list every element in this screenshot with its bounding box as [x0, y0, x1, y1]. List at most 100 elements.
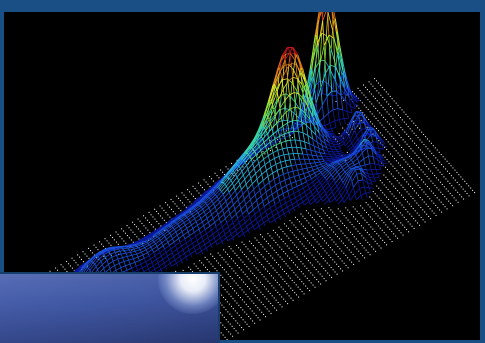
base-grid-dot [377, 110, 379, 112]
surface-wire [176, 234, 180, 239]
surface-wire [164, 245, 170, 250]
surface-wire [230, 230, 237, 235]
surface-wire [357, 152, 363, 159]
base-grid-dot [337, 208, 339, 210]
surface-wire [374, 129, 380, 138]
base-grid-dot [375, 117, 377, 119]
surface-wire [371, 148, 377, 155]
surface-wire [329, 65, 333, 92]
base-grid-dot [358, 250, 360, 252]
base-grid-dot [349, 231, 351, 233]
surface-wire [241, 183, 247, 190]
surface-wire [313, 145, 319, 149]
base-grid-dot [405, 209, 407, 211]
surface-wire [223, 176, 229, 184]
surface-wire [262, 176, 269, 181]
surface-wire [215, 182, 221, 188]
surface-wire [210, 244, 213, 249]
base-grid-dot [339, 210, 341, 212]
base-grid-dot [406, 181, 408, 183]
base-grid-dot [399, 144, 401, 146]
base-grid-dot [353, 263, 355, 265]
surface-wire [276, 205, 282, 210]
surface-wire [303, 171, 309, 174]
surface-wire [305, 82, 311, 97]
base-grid-dot [159, 205, 161, 207]
surface-wire [251, 154, 257, 161]
surface-wire [129, 244, 135, 247]
base-grid-dot [393, 205, 395, 207]
base-grid-dot [375, 203, 377, 205]
surface-wire [312, 95, 318, 101]
surface-wire [344, 184, 347, 189]
base-grid-dot [365, 106, 367, 108]
surface-wire [334, 78, 340, 88]
surface-wire [317, 165, 323, 169]
surface-wire [274, 216, 280, 221]
base-grid-dot [293, 224, 295, 226]
surface-wire [328, 194, 334, 201]
base-grid-dot [236, 264, 238, 266]
base-grid-dot [329, 274, 331, 276]
base-grid-dot [290, 240, 292, 242]
base-grid-dot [426, 176, 428, 178]
base-grid-dot [319, 225, 321, 227]
surface-wire [235, 158, 242, 165]
base-grid-dot [343, 252, 345, 254]
surface-wire [253, 184, 259, 190]
base-grid-dot [264, 296, 266, 298]
surface-wire [298, 60, 305, 74]
base-grid-dot [407, 221, 409, 223]
base-grid-dot [437, 179, 439, 181]
base-grid-dot [210, 263, 212, 265]
surface-wire [194, 228, 200, 233]
surface-wire [222, 188, 229, 195]
surface-wire [191, 224, 194, 229]
base-grid-dot [398, 172, 400, 174]
base-grid-dot [406, 133, 408, 135]
base-grid-dot [267, 290, 269, 292]
surface-wire [193, 204, 199, 210]
surface-wire [211, 210, 217, 215]
base-grid-dot [382, 154, 384, 156]
base-grid-dot [276, 281, 278, 283]
base-grid-dot [283, 260, 285, 262]
base-grid-dot [271, 247, 273, 249]
base-grid-dot [272, 277, 274, 279]
base-grid-dot [409, 213, 411, 215]
base-grid-dot [316, 241, 318, 243]
surface-wire [205, 210, 211, 216]
base-grid-dot [427, 196, 429, 198]
base-grid-dot [317, 223, 319, 225]
surface-wire [308, 197, 314, 202]
surface-wire [270, 166, 273, 174]
surface-wire [359, 112, 366, 121]
surface-wire [369, 177, 375, 179]
surface-wire [288, 210, 291, 215]
surface-wire [291, 165, 294, 172]
base-grid-dot [249, 260, 251, 262]
surface-wire [348, 195, 351, 201]
surface-wire [367, 182, 373, 185]
surface-wire [244, 173, 250, 180]
surface-wire [219, 237, 223, 242]
surface-wire [311, 155, 314, 160]
surface-wire [281, 128, 287, 130]
base-grid-dot [222, 276, 224, 278]
surface-wire [311, 194, 315, 198]
base-grid-dot [368, 81, 370, 83]
base-grid-dot [123, 230, 125, 232]
surface-wire [289, 47, 293, 54]
base-grid-dot [421, 199, 423, 201]
base-grid-dot [231, 315, 233, 317]
base-grid-dot [386, 206, 388, 208]
surface-wire [260, 214, 263, 220]
surface-wire [197, 208, 203, 214]
base-grid-dot [291, 127, 293, 129]
base-grid-dot [243, 301, 245, 303]
surface-wire [329, 145, 332, 150]
base-grid-dot [408, 231, 410, 233]
base-grid-dot [267, 233, 269, 235]
surface-wire [327, 191, 333, 198]
surface-wire [330, 64, 336, 67]
